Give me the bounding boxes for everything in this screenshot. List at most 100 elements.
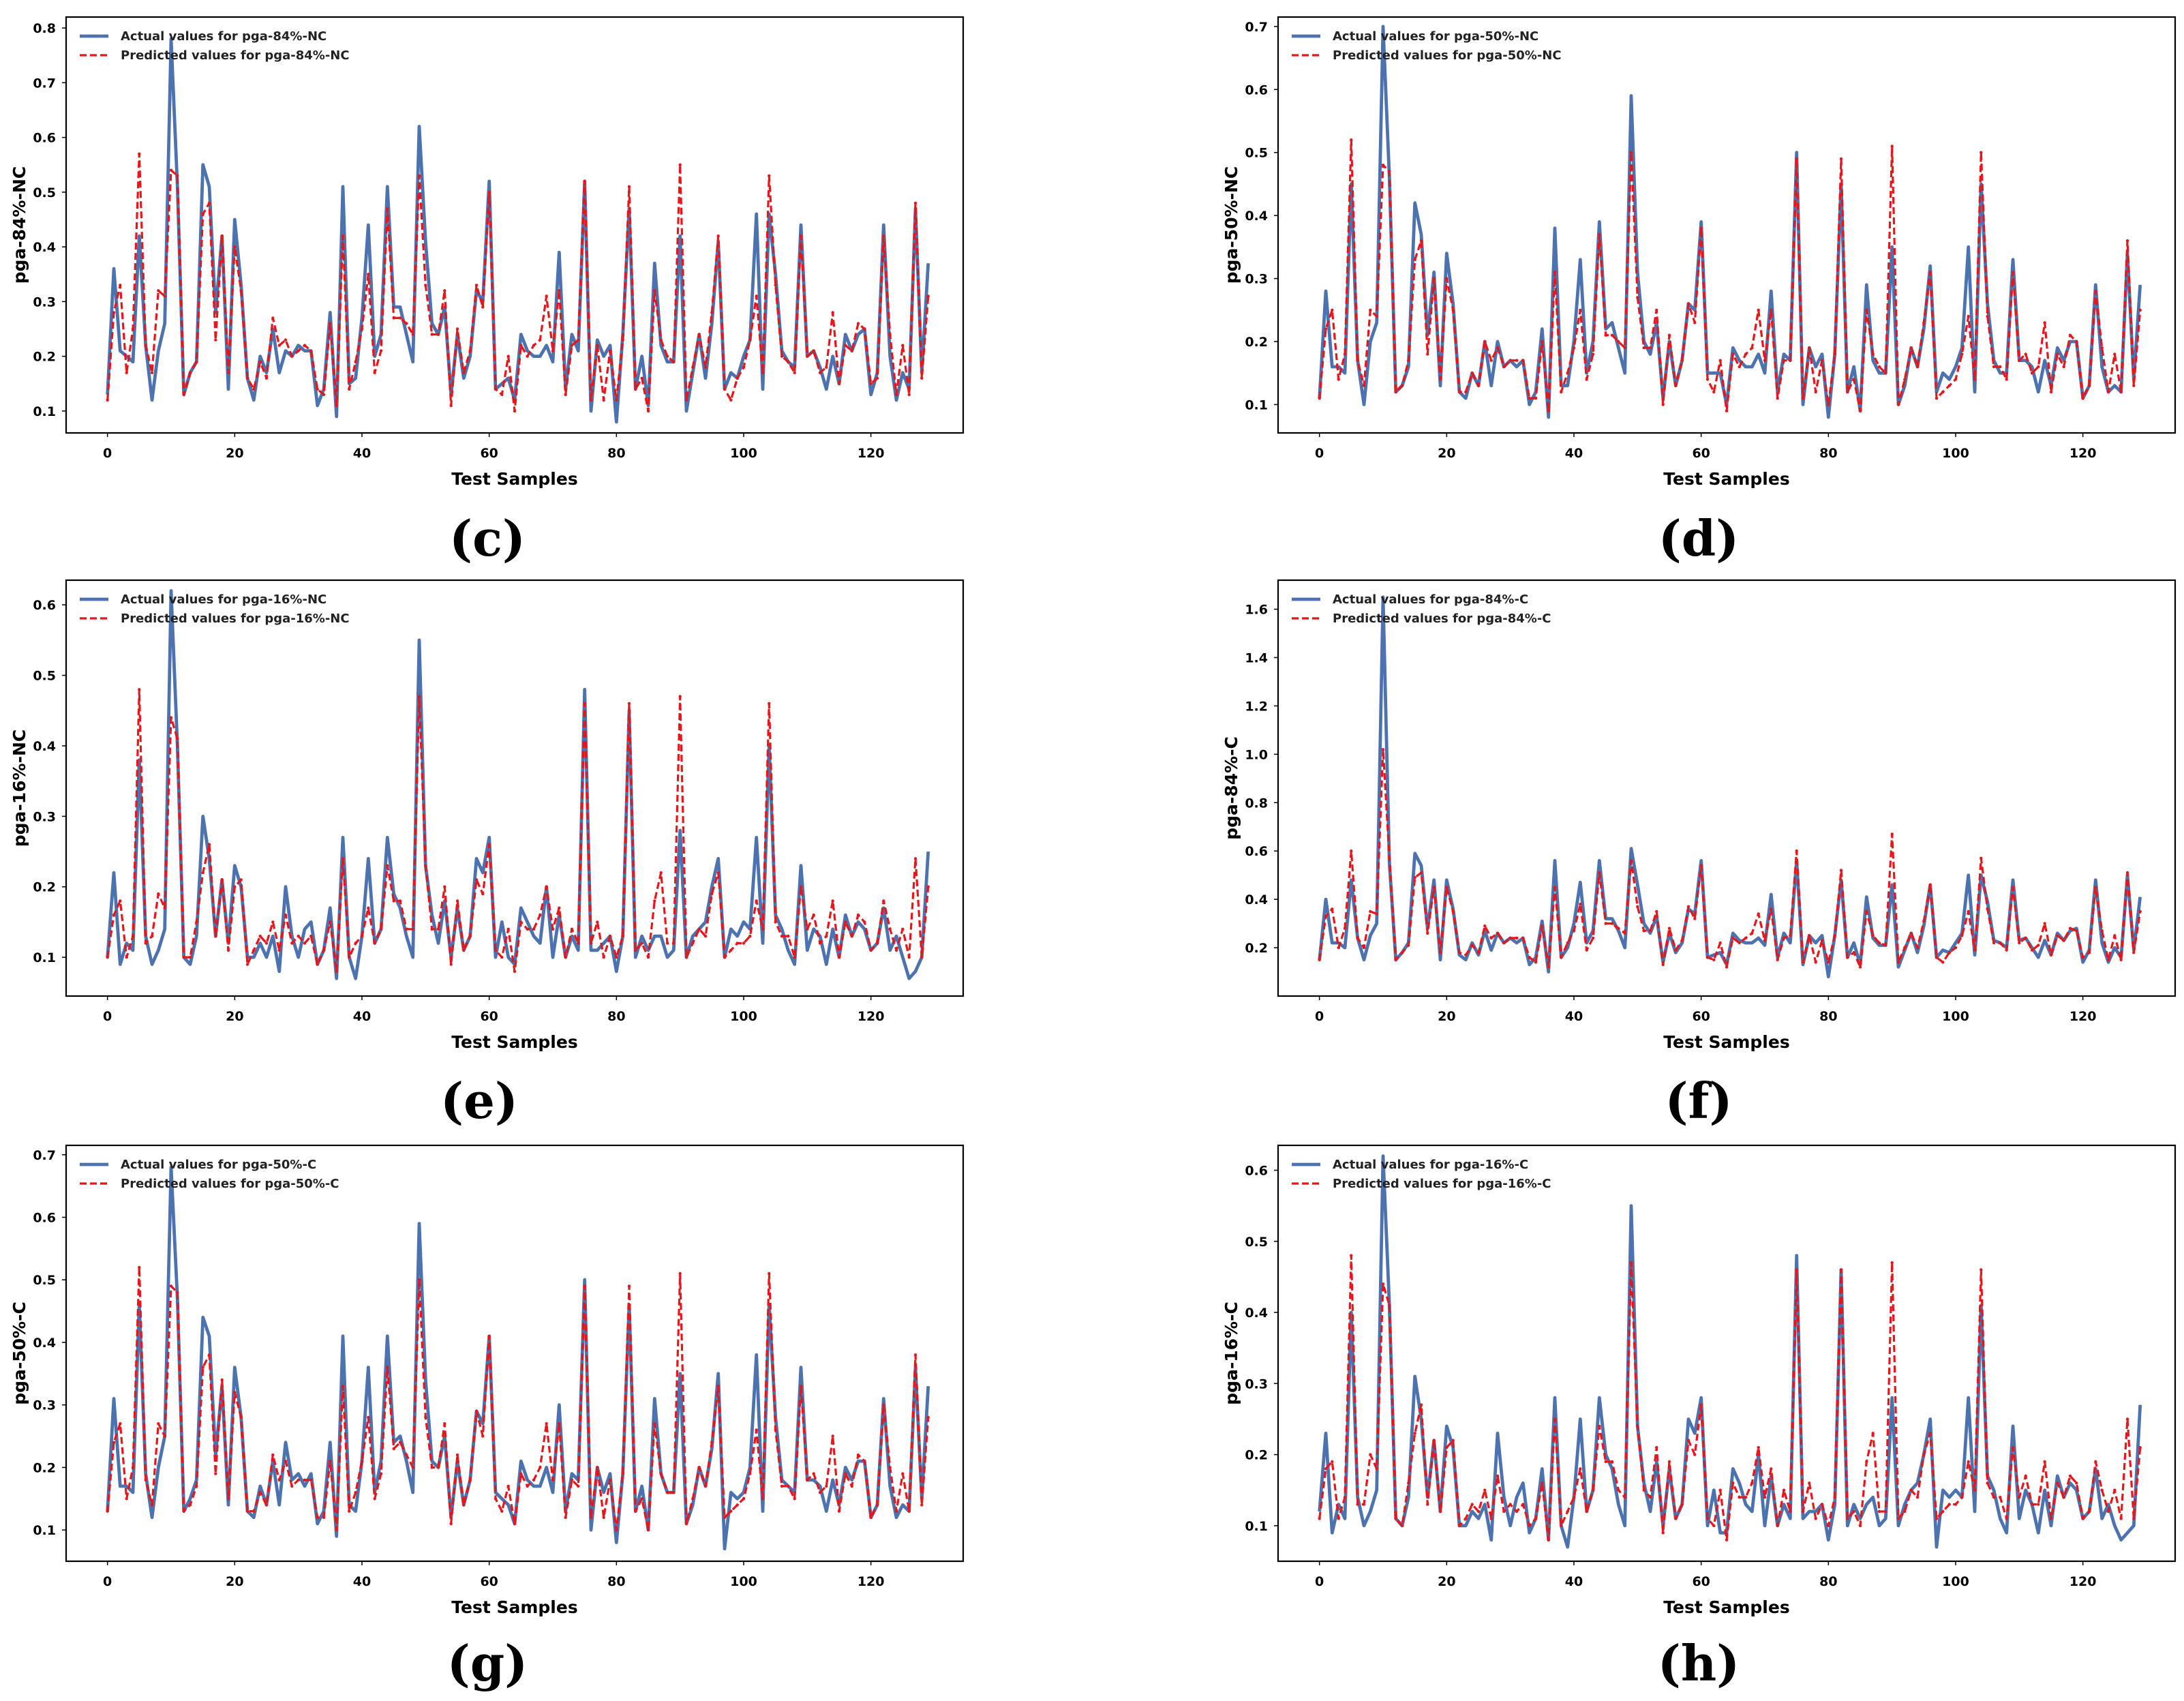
data-point <box>844 920 847 924</box>
data-point <box>1362 1503 1366 1506</box>
data-point <box>1992 1496 1996 1499</box>
data-point <box>665 1490 669 1494</box>
y-tick-label: 0.4 <box>33 1336 56 1351</box>
data-point <box>1623 346 1626 350</box>
data-point <box>869 948 873 952</box>
data-point <box>640 942 643 945</box>
data-point <box>1789 1509 1792 1514</box>
data-point <box>1795 1268 1798 1271</box>
data-point <box>920 376 924 380</box>
data-point <box>812 913 815 917</box>
data-point <box>417 1278 421 1282</box>
data-point <box>1598 1424 1601 1428</box>
data-point <box>799 1385 803 1388</box>
data-point <box>2119 390 2123 394</box>
data-point <box>138 1265 141 1269</box>
data-point <box>2075 1481 2078 1485</box>
data-point <box>112 913 116 917</box>
data-point <box>1909 1488 1913 1492</box>
data-point <box>1413 1432 1416 1435</box>
series-line-predicted <box>1318 1254 2142 1541</box>
data-point <box>1770 907 1773 911</box>
data-point <box>742 1497 746 1501</box>
data-point <box>1318 1517 1321 1520</box>
data-point <box>309 1478 313 1481</box>
series-line-predicted <box>106 688 930 973</box>
data-point <box>125 371 128 374</box>
data-point <box>646 1528 650 1532</box>
data-point <box>239 289 243 292</box>
data-point <box>424 284 427 287</box>
data-point <box>1884 372 1887 375</box>
data-point <box>360 1460 364 1463</box>
data-point <box>201 871 204 875</box>
data-point <box>1521 936 1525 940</box>
data-point <box>653 899 656 903</box>
y-tick-label: 0.5 <box>1245 146 1268 161</box>
data-point <box>163 295 166 298</box>
x-tick-label: 120 <box>2069 1574 2097 1589</box>
data-point <box>1553 271 1557 274</box>
data-point <box>1896 403 1900 406</box>
y-tick-label: 0.4 <box>1245 209 1268 224</box>
data-point <box>1992 365 1996 369</box>
data-point <box>1890 1261 1894 1265</box>
data-point <box>539 338 542 342</box>
data-point <box>2068 1474 2072 1478</box>
data-point <box>545 885 548 888</box>
data-point <box>1877 941 1881 945</box>
data-point <box>1356 1503 1359 1506</box>
data-point <box>386 1366 389 1369</box>
data-point <box>297 1478 300 1481</box>
data-point <box>818 371 822 374</box>
data-point <box>882 899 885 903</box>
data-point <box>360 327 364 331</box>
data-point <box>144 1478 147 1481</box>
data-point <box>1757 912 1760 916</box>
data-point <box>2049 390 2053 394</box>
data-point <box>1356 936 1359 940</box>
data-point <box>653 1422 656 1426</box>
data-point <box>1980 1268 1983 1271</box>
data-point <box>1648 929 1652 933</box>
data-point <box>506 355 510 358</box>
data-point <box>780 934 784 938</box>
data-point <box>780 355 784 358</box>
data-point <box>1820 1503 1824 1506</box>
data-point <box>2113 352 2117 356</box>
data-point <box>1331 1460 1334 1464</box>
x-tick-label: 80 <box>607 446 625 461</box>
data-point <box>1833 934 1836 937</box>
data-point <box>2132 1517 2136 1520</box>
data-point <box>1903 1509 1907 1514</box>
data-point <box>1922 919 1926 923</box>
y-tick-label: 1.0 <box>1245 747 1268 762</box>
data-point <box>1610 333 1614 337</box>
data-point <box>449 963 453 966</box>
data-point <box>1947 384 1951 387</box>
data-point <box>627 702 631 706</box>
data-point <box>526 927 529 931</box>
data-point <box>723 1516 727 1519</box>
series-line-predicted <box>1318 748 2142 969</box>
data-point <box>1928 271 1932 274</box>
data-point <box>1394 390 1397 394</box>
data-point <box>2049 1517 2053 1520</box>
data-point <box>373 942 376 945</box>
data-point <box>329 1460 332 1463</box>
data-point <box>659 1472 663 1475</box>
data-point <box>348 1509 351 1513</box>
y-tick-label: 0.6 <box>33 598 56 613</box>
data-point <box>1827 1524 1830 1528</box>
data-point <box>303 344 307 347</box>
data-point <box>1865 909 1868 914</box>
x-tick-label: 120 <box>858 446 885 461</box>
data-point <box>1757 308 1760 312</box>
data-point <box>710 1441 714 1444</box>
legend: Actual values for pga-50%-NC Predicted va… <box>1292 29 1562 63</box>
data-point <box>1915 365 1920 369</box>
data-point <box>455 1453 459 1457</box>
y-tick-label: 1.4 <box>1245 650 1268 665</box>
x-tick-label: 80 <box>1819 446 1837 461</box>
legend-entry: Predicted values for pga-50%-C <box>121 1177 339 1191</box>
